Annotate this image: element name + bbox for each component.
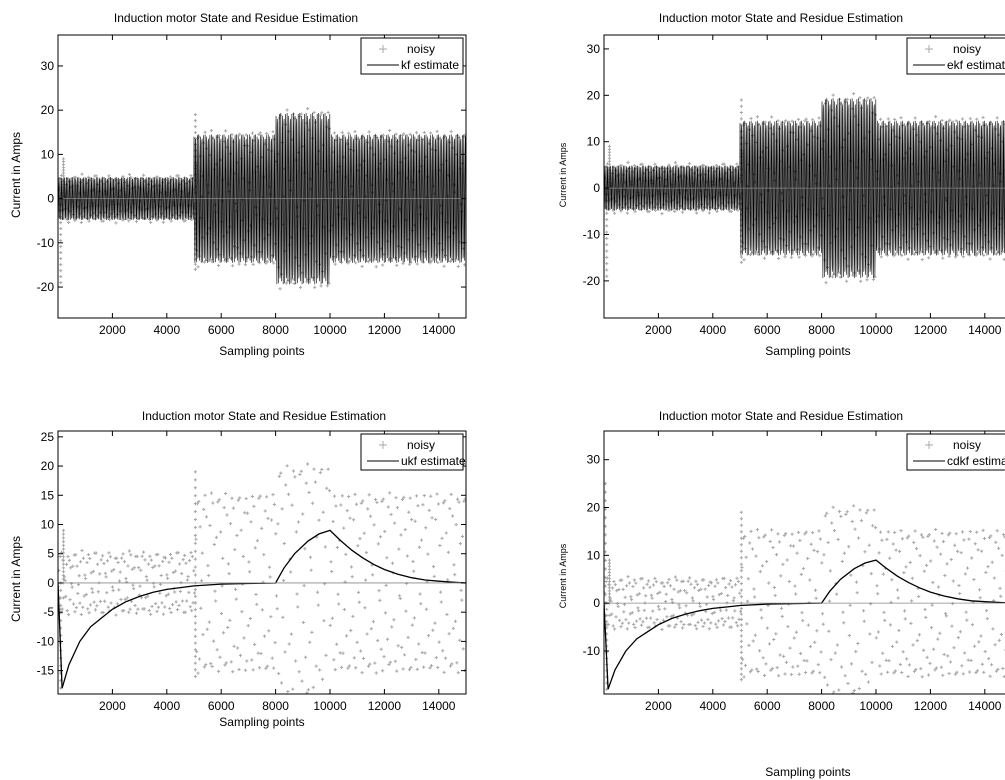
chart-title: Induction motor State and Residue Estima… [142, 409, 386, 423]
legend-noisy-swatch [925, 441, 933, 449]
legend-box [360, 37, 464, 75]
x-tick-label: 12000 [914, 323, 948, 337]
chart-panel-ekf: Induction motor State and Residue Estima… [558, 11, 1005, 358]
x-tick-label: 10000 [859, 699, 893, 713]
x-tick-label: 12000 [914, 699, 948, 713]
legend-box [906, 37, 1005, 75]
y-tick-label: 20 [587, 88, 601, 102]
y-tick-label: 30 [41, 59, 55, 73]
estimate-line [58, 112, 466, 285]
x-tick-label: 2000 [645, 323, 672, 337]
y-tick-label: 30 [587, 42, 601, 56]
x-tick-label: 4000 [153, 323, 180, 337]
x-tick-label: 10000 [859, 323, 893, 337]
x-tick-label: 8000 [808, 699, 835, 713]
y-axis-label: Current in Amps [558, 142, 568, 207]
legend-label: noisy [953, 42, 981, 56]
x-tick-label: 14000 [968, 323, 1002, 337]
x-tick-label: 4000 [699, 323, 726, 337]
chart-title: Induction motor State and Residue Estima… [659, 409, 903, 423]
x-tick-label: 14000 [422, 699, 456, 713]
chart-panel-kf: Induction motor State and Residue Estima… [9, 11, 467, 358]
plot-frame [57, 430, 467, 695]
x-axis-label: Sampling points [219, 344, 304, 358]
legend-box [906, 433, 1005, 471]
legend-noisy-swatch [925, 45, 933, 53]
chart-panel-cdkf: Induction motor State and Residue Estima… [558, 409, 1005, 779]
y-tick-label: 0 [47, 576, 54, 590]
y-tick-label: 25 [41, 430, 55, 444]
y-tick-label: 5 [47, 547, 54, 561]
legend-label: cdkf estimate [947, 454, 1005, 468]
noisy-markers [604, 482, 1005, 694]
legend-label: ekf estimate [947, 58, 1005, 72]
estimate-line [604, 559, 1005, 690]
x-tick-label: 4000 [699, 699, 726, 713]
legend-noisy-swatch [379, 441, 387, 449]
y-tick-label: 10 [587, 135, 601, 149]
estimate-line [58, 529, 466, 689]
plot-frame [57, 34, 467, 319]
y-tick-label: 10 [587, 548, 601, 562]
y-axis-label: Current in Amps [9, 132, 23, 218]
x-tick-label: 14000 [422, 323, 456, 337]
x-axis-label: Sampling points [765, 765, 850, 779]
x-tick-label: 6000 [754, 699, 781, 713]
plot-frame [603, 430, 1005, 695]
chart-panel-ukf: Induction motor State and Residue Estima… [9, 409, 467, 729]
legend-label: kf estimate [401, 58, 459, 72]
y-tick-label: 20 [41, 103, 55, 117]
chart-title: Induction motor State and Residue Estima… [659, 11, 903, 25]
y-tick-label: 10 [41, 147, 55, 161]
estimate-line [604, 98, 1005, 279]
x-tick-label: 6000 [208, 699, 235, 713]
y-tick-label: 0 [593, 596, 600, 610]
x-tick-label: 8000 [262, 323, 289, 337]
x-tick-label: 10000 [313, 323, 347, 337]
legend-label: ukf estimate [401, 454, 466, 468]
y-tick-label: 15 [41, 488, 55, 502]
x-tick-label: 12000 [368, 323, 402, 337]
x-tick-label: 6000 [754, 323, 781, 337]
y-tick-label: 20 [587, 501, 601, 515]
x-tick-label: 2000 [99, 323, 126, 337]
legend-label: noisy [407, 42, 435, 56]
x-tick-label: 2000 [645, 699, 672, 713]
legend-noisy-swatch [379, 45, 387, 53]
y-tick-label: -20 [583, 274, 601, 288]
chart-title: Induction motor State and Residue Estima… [114, 11, 358, 25]
y-tick-label: -15 [37, 664, 55, 678]
x-tick-label: 12000 [368, 699, 402, 713]
x-tick-label: 4000 [153, 699, 180, 713]
plot-frame [603, 34, 1005, 319]
y-tick-label: 0 [593, 181, 600, 195]
y-tick-label: -10 [37, 236, 55, 250]
legend-label: noisy [953, 438, 981, 452]
x-tick-label: 8000 [808, 323, 835, 337]
y-axis-label: Current in Amps [9, 536, 23, 622]
x-tick-label: 10000 [313, 699, 347, 713]
y-tick-label: 30 [587, 453, 601, 467]
x-tick-label: 6000 [208, 323, 235, 337]
y-tick-label: -20 [37, 280, 55, 294]
y-tick-label: -10 [583, 644, 601, 658]
legend-label: noisy [407, 438, 435, 452]
y-tick-label: -5 [43, 605, 54, 619]
noisy-markers [58, 462, 466, 694]
legend-box [360, 433, 464, 471]
y-tick-label: 20 [41, 459, 55, 473]
y-axis-label: Current in Amps [558, 543, 568, 608]
x-tick-label: 8000 [262, 699, 289, 713]
y-tick-label: 0 [47, 192, 54, 206]
x-axis-label: Sampling points [765, 344, 850, 358]
y-tick-label: -10 [37, 634, 55, 648]
y-tick-label: -10 [583, 227, 601, 241]
x-axis-label: Sampling points [219, 715, 304, 729]
x-tick-label: 14000 [968, 699, 1002, 713]
y-tick-label: 10 [41, 518, 55, 532]
x-tick-label: 2000 [99, 699, 126, 713]
